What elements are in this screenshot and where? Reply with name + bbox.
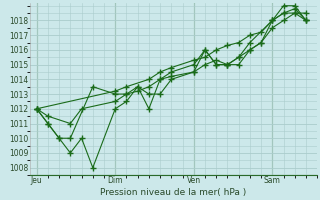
X-axis label: Pression niveau de la mer( hPa ): Pression niveau de la mer( hPa ) xyxy=(100,188,247,197)
